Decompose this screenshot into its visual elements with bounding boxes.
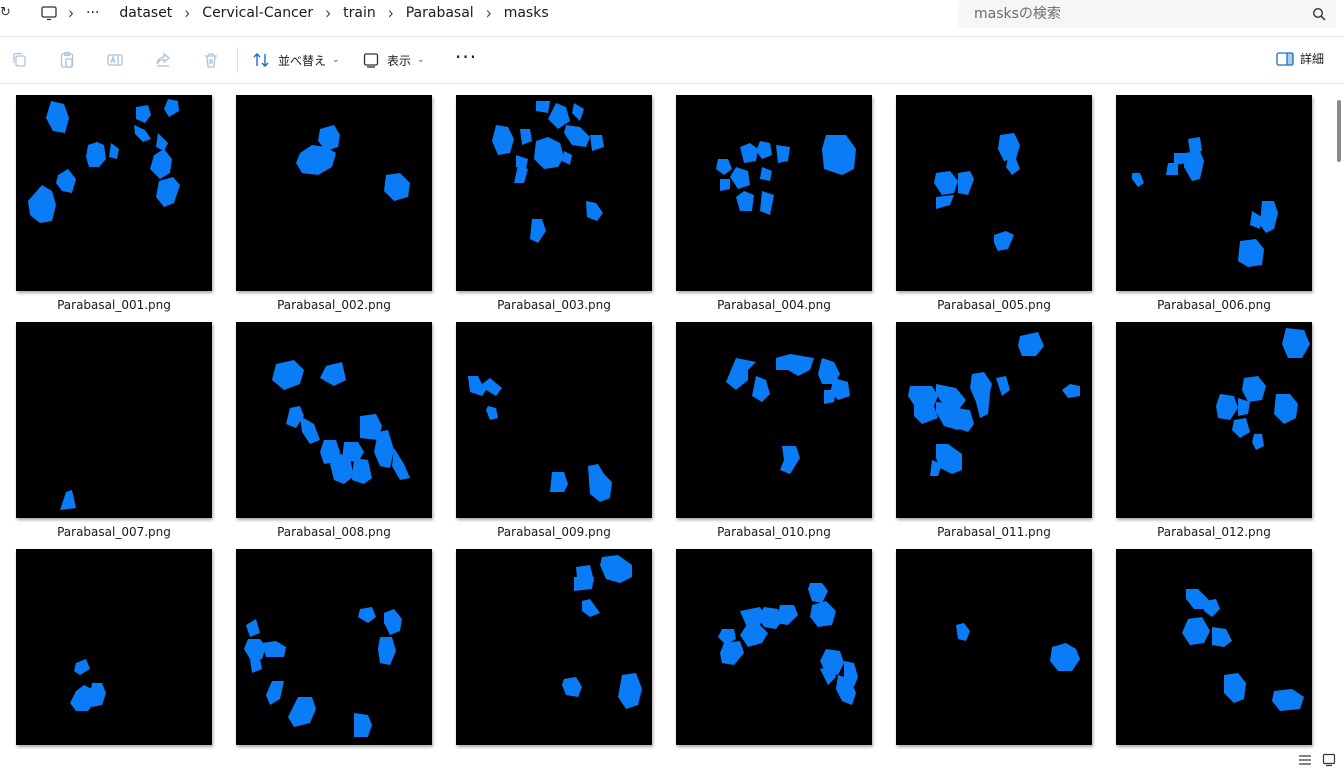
thumbnail-image (1116, 549, 1312, 745)
file-tile[interactable]: Parabasal_006.png (1116, 95, 1312, 312)
toolbar-divider (237, 47, 238, 73)
thumbnail-image (456, 549, 652, 745)
view-icon (363, 52, 379, 68)
file-tile[interactable]: Parabasal_004.png (676, 95, 872, 312)
file-tile[interactable]: Parabasal_009.png (456, 322, 652, 539)
view-label: 表示 (387, 53, 412, 68)
details-pane-button[interactable]: 詳細 (1276, 50, 1324, 67)
chevron-right-icon[interactable]: › (485, 2, 492, 24)
file-name: Parabasal_009.png (497, 525, 611, 539)
thumbnail-image (16, 322, 212, 518)
paste-icon[interactable] (56, 49, 78, 71)
refresh-icon[interactable]: ↻ (0, 5, 11, 20)
thumbnail-image (676, 322, 872, 518)
thumbnail-image (236, 549, 432, 745)
file-tile[interactable]: Parabasal_010.png (676, 322, 872, 539)
sort-label: 並べ替え (278, 53, 327, 68)
more-options-button[interactable]: ··· (455, 45, 478, 69)
thumbnail-image (236, 95, 432, 291)
address-bar-row: ↻ › ··· dataset › Cervical-Cancer › trai… (0, 0, 1344, 37)
thumbnail-image (676, 95, 872, 291)
chevron-down-icon: ⌄ (332, 55, 340, 65)
copy-icon[interactable] (8, 49, 30, 71)
thumbnail-image (16, 549, 212, 745)
thumbnail-image (456, 95, 652, 291)
file-tile[interactable] (676, 549, 872, 752)
file-tile[interactable] (236, 549, 432, 752)
file-tile[interactable] (456, 549, 652, 752)
scrollbar-thumb[interactable] (1337, 100, 1341, 162)
view-toggle-group (1298, 752, 1336, 771)
thumbnail-image (1116, 95, 1312, 291)
thumbnail-image (896, 322, 1092, 518)
breadcrumb: › ··· dataset › Cervical-Cancer › train … (38, 0, 559, 26)
breadcrumb-cervical-cancer[interactable]: Cervical-Cancer (202, 5, 314, 21)
search-box[interactable] (958, 0, 1336, 28)
rename-icon[interactable] (104, 49, 126, 71)
chevron-right-icon[interactable]: › (325, 2, 332, 24)
file-tile[interactable]: Parabasal_001.png (16, 95, 212, 312)
large-icons-view-icon[interactable] (1322, 752, 1336, 771)
thumbnail-image (896, 95, 1092, 291)
this-pc-icon[interactable] (40, 4, 58, 22)
file-grid: Parabasal_001.png Parabasal_002.png Para… (0, 84, 1334, 770)
file-name: Parabasal_007.png (57, 525, 171, 539)
file-tile[interactable]: Parabasal_005.png (896, 95, 1092, 312)
file-name: Parabasal_008.png (277, 525, 391, 539)
breadcrumb-parabasal[interactable]: Parabasal (405, 5, 474, 21)
file-tile[interactable] (896, 549, 1092, 752)
breadcrumb-overflow[interactable]: ··· (86, 5, 100, 21)
details-label: 詳細 (1300, 52, 1325, 66)
details-pane-icon (1276, 51, 1294, 66)
thumbnail-image (456, 322, 652, 518)
search-input[interactable] (972, 3, 1296, 25)
file-tile[interactable]: Parabasal_008.png (236, 322, 432, 539)
thumbnail-image (1116, 322, 1312, 518)
chevron-down-icon: ⌄ (417, 55, 425, 65)
breadcrumb-train[interactable]: train (343, 5, 376, 21)
file-name: Parabasal_005.png (937, 298, 1051, 312)
thumbnail-image (16, 95, 212, 291)
file-name: Parabasal_011.png (937, 525, 1051, 539)
file-name: Parabasal_006.png (1157, 298, 1271, 312)
file-tile[interactable]: Parabasal_002.png (236, 95, 432, 312)
file-name: Parabasal_012.png (1157, 525, 1271, 539)
file-tile[interactable] (1116, 549, 1312, 752)
file-name: Parabasal_001.png (57, 298, 171, 312)
chevron-right-icon[interactable]: › (387, 2, 394, 24)
thumbnail-image (896, 549, 1092, 745)
view-button[interactable]: 表示 ⌄ (363, 48, 425, 72)
file-tile[interactable]: Parabasal_007.png (16, 322, 212, 539)
thumbnail-image (676, 549, 872, 745)
file-tile[interactable] (16, 549, 212, 752)
file-name: Parabasal_004.png (717, 298, 831, 312)
file-name: Parabasal_002.png (277, 298, 391, 312)
delete-icon[interactable] (200, 49, 222, 71)
chevron-right-icon[interactable]: › (184, 2, 191, 24)
details-view-icon[interactable] (1298, 752, 1312, 771)
file-tile[interactable]: Parabasal_012.png (1116, 322, 1312, 539)
chevron-right-icon[interactable]: › (68, 2, 74, 24)
command-bar: 並べ替え ⌄ 表示 ⌄ ··· 詳細 (0, 37, 1344, 84)
sort-icon (252, 52, 270, 68)
thumbnail-image (236, 322, 432, 518)
breadcrumb-masks[interactable]: masks (503, 5, 549, 21)
sort-button[interactable]: 並べ替え ⌄ (252, 48, 340, 72)
file-tile[interactable]: Parabasal_003.png (456, 95, 652, 312)
file-name: Parabasal_003.png (497, 298, 611, 312)
file-tile[interactable]: Parabasal_011.png (896, 322, 1092, 539)
file-name: Parabasal_010.png (717, 525, 831, 539)
breadcrumb-dataset[interactable]: dataset (119, 5, 173, 21)
search-icon[interactable] (1312, 6, 1326, 21)
vertical-scrollbar[interactable] (1334, 86, 1344, 756)
share-icon[interactable] (152, 49, 174, 71)
